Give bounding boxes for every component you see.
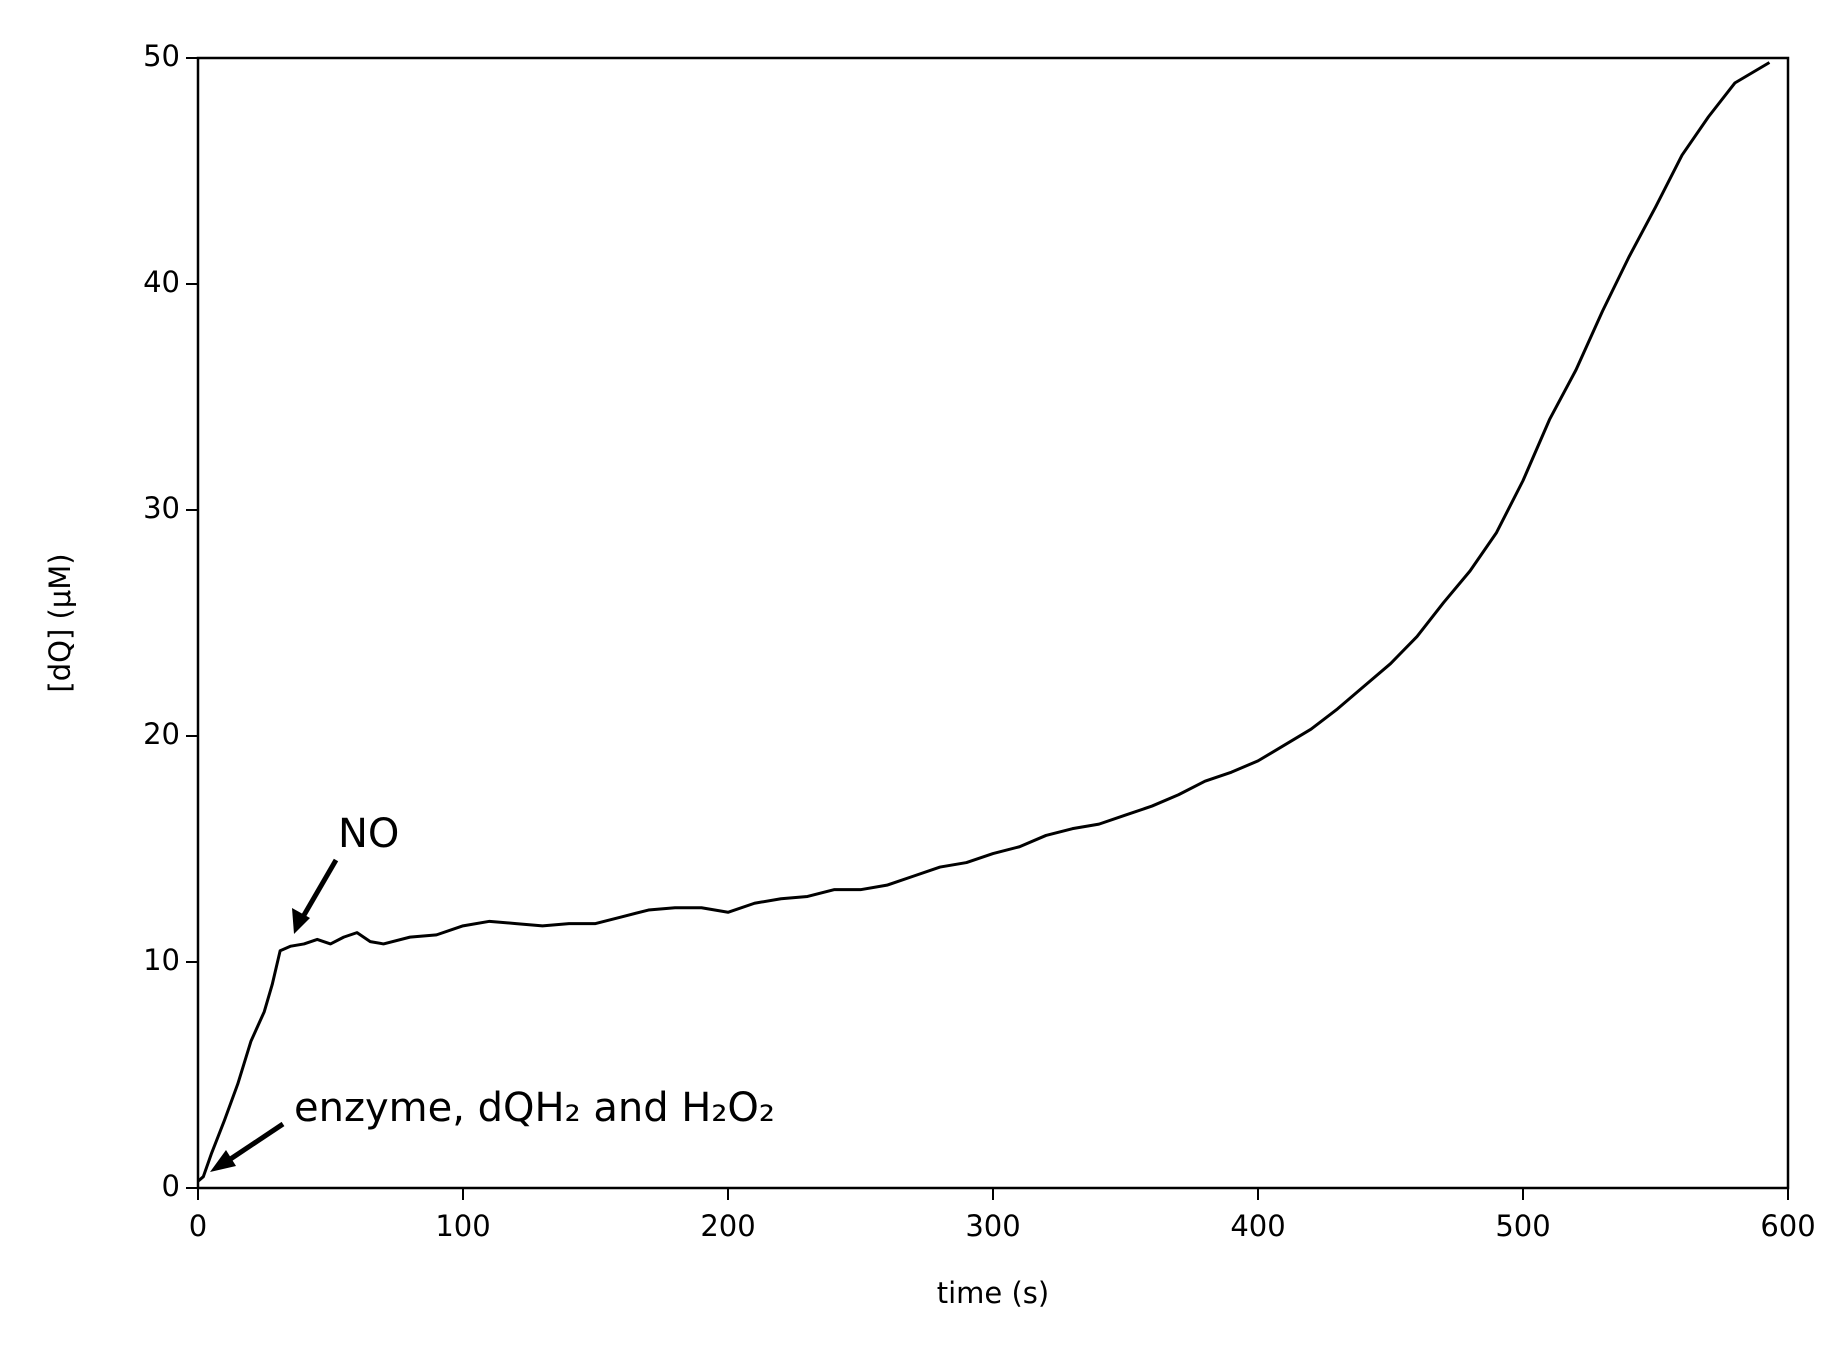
x-tick-label: 500 (1495, 1209, 1550, 1243)
data-line (197, 61, 1771, 1183)
annotation: NO (338, 811, 399, 857)
y-tick-label: 0 (162, 1169, 180, 1203)
arrow-shaft (224, 1121, 285, 1165)
y-tick-label: 20 (143, 717, 180, 751)
x-axis-label: time (s) (937, 1276, 1049, 1310)
x-tick-label: 0 (189, 1209, 207, 1243)
x-tick-label: 400 (1230, 1209, 1285, 1243)
x-tick-label: 300 (965, 1209, 1020, 1243)
x-tick-label: 100 (435, 1209, 490, 1243)
annotation: enzyme, dQH₂ and H₂O₂ (294, 1085, 775, 1131)
y-tick-label: 40 (143, 265, 180, 299)
x-tick-label: 200 (700, 1209, 755, 1243)
y-tick-label: 10 (143, 943, 180, 977)
x-tick-label: 600 (1760, 1209, 1815, 1243)
arrows (210, 858, 339, 1172)
arrow-head (292, 908, 310, 934)
plot-frame (196, 56, 1790, 1190)
y-tick-label: 30 (143, 491, 180, 525)
y-tick-label: 50 (143, 39, 180, 73)
arrow-head (210, 1150, 236, 1172)
arrow-shaft (297, 858, 339, 924)
y-axis-label: [dQ] (μM) (43, 553, 77, 692)
